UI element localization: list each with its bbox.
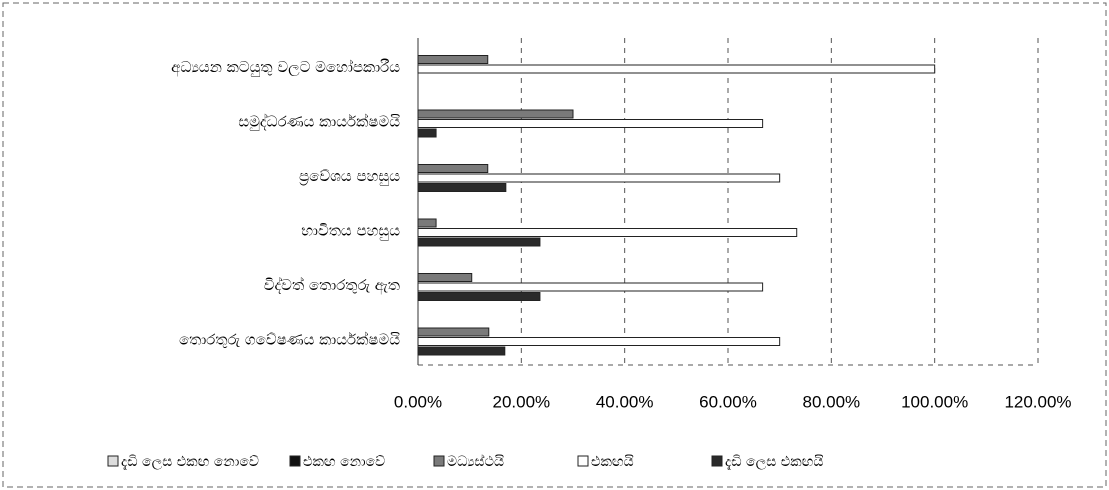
x-tick-label: 20.00%: [492, 392, 550, 411]
y-tick-label: ප්‍රවේශය පහසුය: [299, 167, 400, 186]
bar: [417, 346, 506, 356]
bar: [417, 55, 489, 64]
bar: [417, 64, 936, 74]
legend-swatch: [107, 455, 119, 467]
bar: [417, 128, 437, 138]
legend-swatch: [289, 455, 301, 467]
bar: [417, 337, 781, 346]
bar: [417, 164, 489, 173]
y-tick-label: සමුද්ධරණය කාර්යක්ෂමයි: [238, 112, 400, 131]
y-tick-label: භාවිතය පහසුය: [301, 221, 400, 240]
bar: [417, 173, 781, 183]
x-tick-label: 100.00%: [901, 392, 968, 411]
legend-swatch: [433, 455, 445, 467]
bar: [417, 237, 541, 247]
bar: [417, 109, 574, 119]
x-tick-label: 60.00%: [699, 392, 757, 411]
bar: [417, 327, 490, 337]
bar: [417, 292, 541, 301]
legend-swatch: [711, 455, 723, 467]
bar: [417, 228, 798, 237]
x-tick-label: 120.00%: [1004, 392, 1071, 411]
legend-label: එකඟ නොවේ: [303, 454, 385, 470]
legend-label: මධ්‍යස්ථයි: [447, 454, 505, 470]
y-tick-label: තොරතුරු ගවේෂණය කාර්යක්ෂමයි: [179, 330, 400, 348]
legend-label: එකඟයි: [591, 454, 634, 470]
bar: [417, 183, 507, 192]
x-tick-label: 80.00%: [802, 392, 860, 411]
x-tick-label: 40.00%: [596, 392, 654, 411]
bar: [417, 273, 473, 282]
y-tick-label: අධ්‍යයන කටයුතු වලට මහෝපකාරීය: [171, 58, 400, 77]
bar: [417, 282, 764, 292]
legend-label: දැඩි ලෙස එකඟයි: [725, 454, 824, 470]
bar: [417, 218, 437, 228]
y-tick-label: විද්වත් තොරතුරු ඇත: [264, 276, 400, 295]
x-tick-label: 0.00%: [394, 392, 442, 411]
legend-swatch: [577, 455, 589, 467]
bar: [417, 119, 764, 128]
legend-label: දැඩි ලෙස එකඟ නොවේ: [121, 454, 259, 470]
